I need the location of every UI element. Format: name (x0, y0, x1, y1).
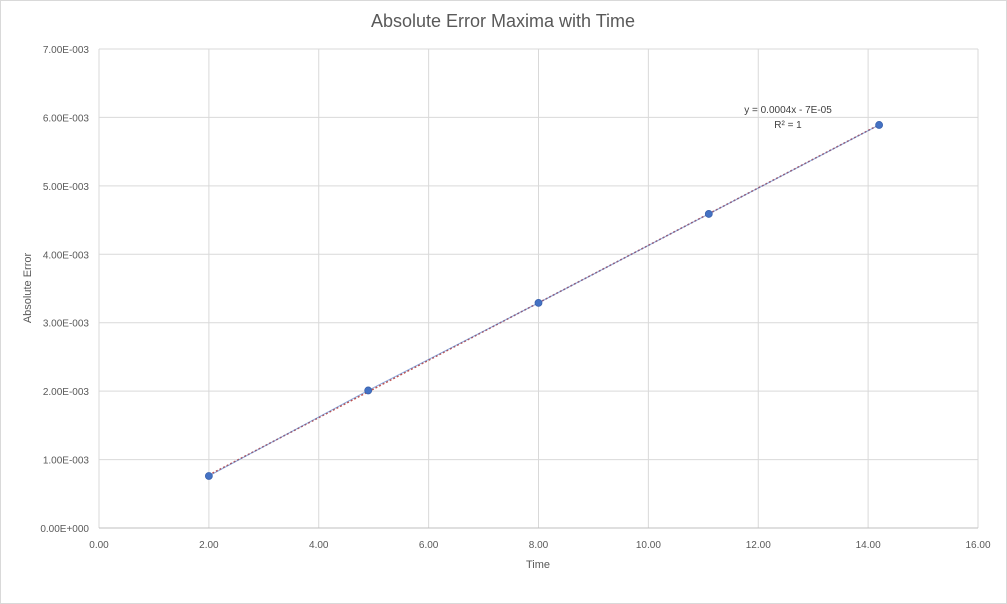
x-tick-label: 2.00 (199, 540, 219, 551)
y-tick-label: 6.00E-003 (43, 113, 90, 124)
y-tick-label: 2.00E-003 (43, 387, 90, 398)
data-point (875, 121, 884, 129)
data-point (364, 386, 373, 395)
y-tick-label: 0.00E+000 (40, 524, 89, 535)
data-point (534, 298, 543, 307)
y-tick-label: 7.00E-003 (43, 45, 90, 56)
y-tick-label: 1.00E-003 (43, 456, 90, 467)
data-point (204, 472, 213, 480)
x-tick-label: 12.00 (746, 540, 771, 551)
chart-title: Absolute Error Maxima with Time (371, 11, 635, 31)
data-points (204, 121, 884, 480)
y-tick-label: 3.00E-003 (43, 319, 90, 330)
trendline-r-squared: R² = 1 (774, 120, 802, 131)
x-tick-label: 10.00 (636, 540, 661, 551)
x-tick-label: 0.00 (89, 540, 109, 551)
y-tick-label: 4.00E-003 (43, 250, 90, 261)
x-tick-label: 8.00 (529, 540, 549, 551)
x-tick-label: 16.00 (965, 540, 990, 551)
trendline-equation: y = 0.0004x - 7E-05 (744, 105, 832, 116)
y-axis-title: Absolute Error (22, 253, 34, 324)
x-tick-label: 4.00 (309, 540, 329, 551)
x-tick-label: 6.00 (419, 540, 439, 551)
grid-lines (98, 48, 979, 529)
axes: 0.00 2.00 4.00 6.00 8.00 10.00 12.00 14.00 16.00… (40, 45, 991, 551)
y-tick-label: 5.00E-003 (43, 182, 90, 193)
x-tick-label: 14.00 (856, 540, 881, 551)
x-axis-title: Time (526, 559, 550, 571)
data-point (704, 210, 713, 218)
trendline (208, 124, 880, 477)
